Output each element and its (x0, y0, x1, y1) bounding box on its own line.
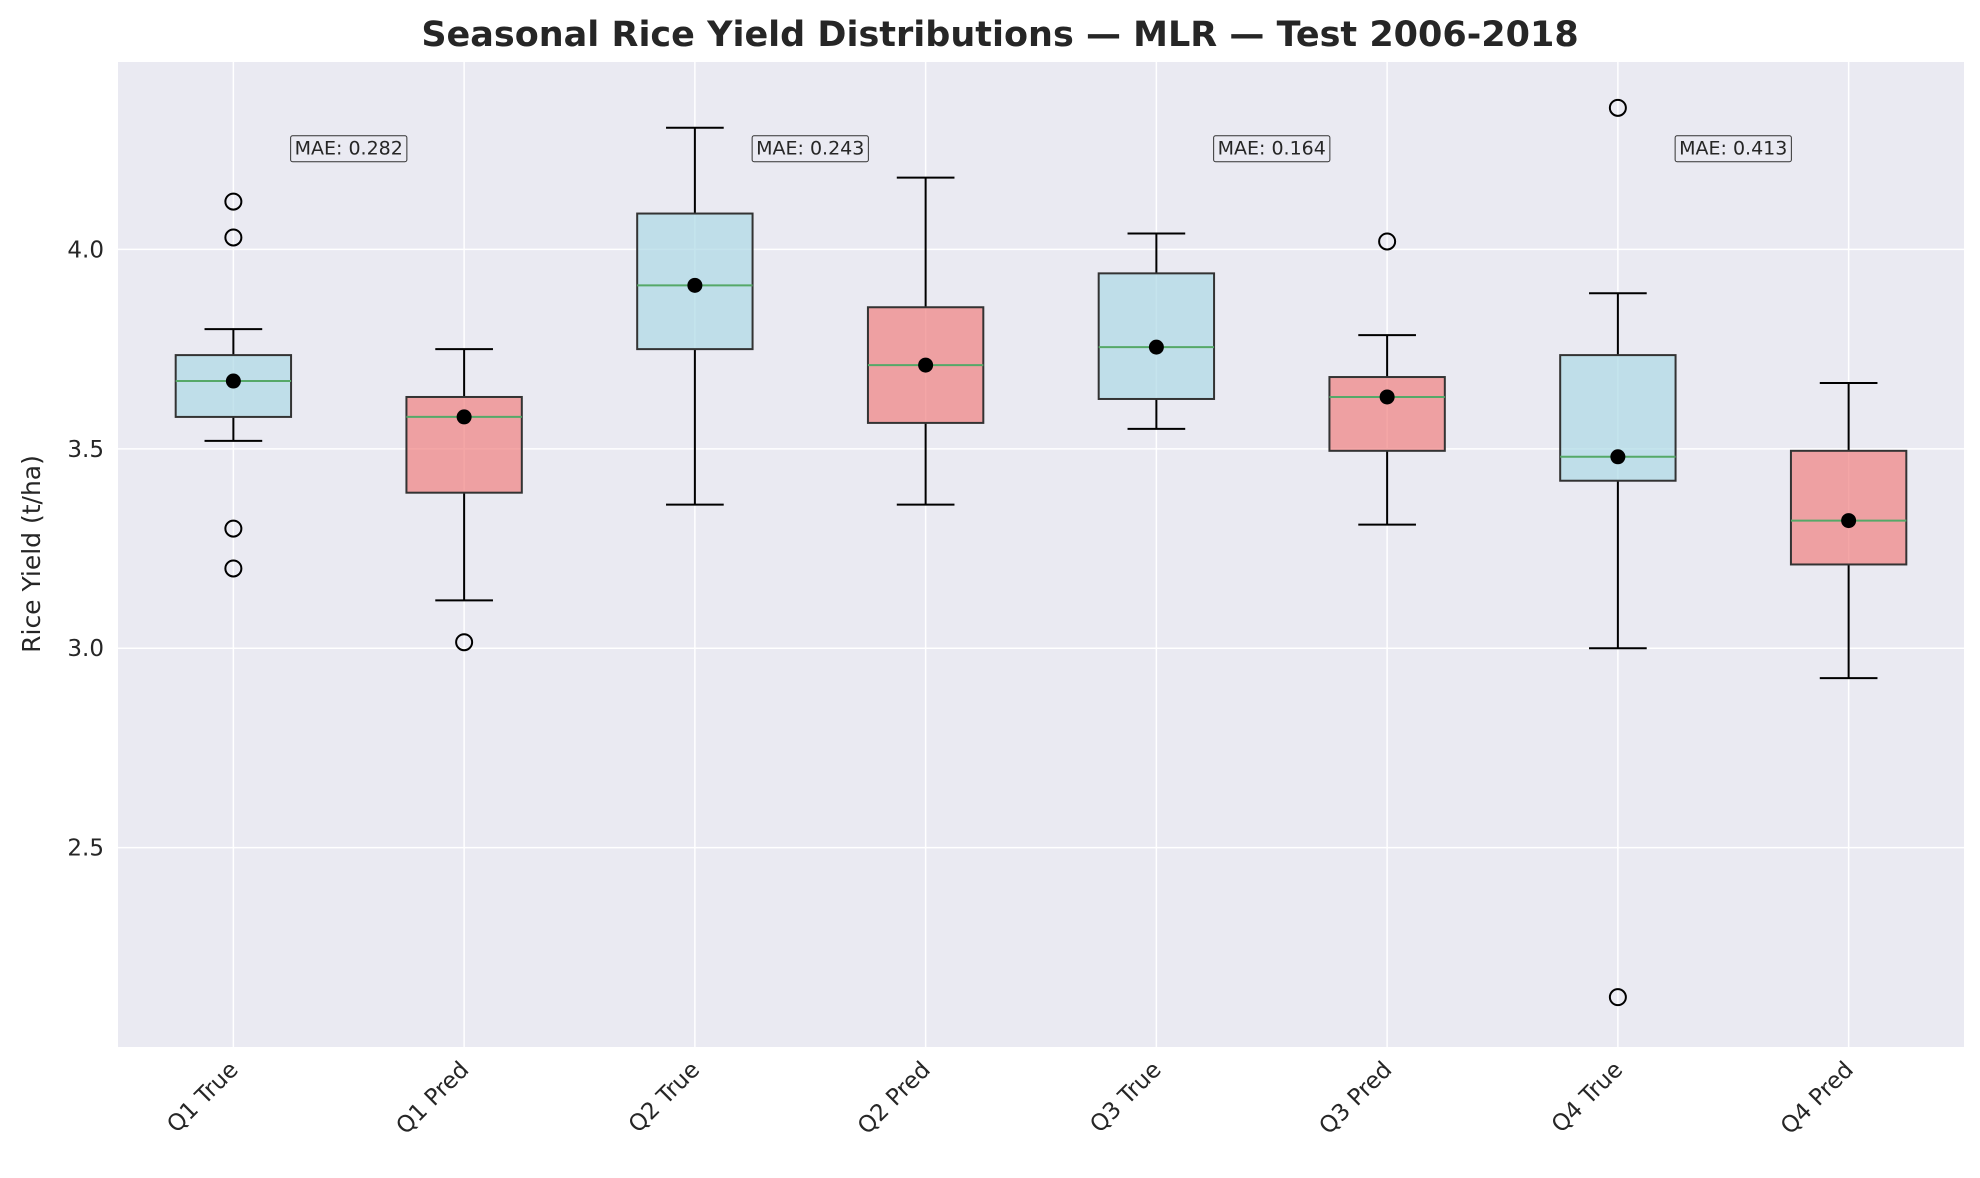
x-axis: Q1 True Q1 Pred Q2 True Q2 Pred Q3 True Q3 Pr… (162, 1057, 1859, 1140)
outlier-point (1608, 98, 1627, 117)
iqr-box (1789, 449, 1908, 566)
mean-marker (1379, 389, 1395, 405)
box-q4-true (1559, 98, 1677, 1007)
outlier-point (1378, 232, 1397, 251)
x-tick-label: Q2 Pred (853, 1057, 936, 1140)
mae-label: MAE: 0.282 (295, 138, 403, 160)
mae-box (1674, 135, 1792, 163)
mean-marker (918, 357, 934, 373)
outlier-point (224, 559, 243, 578)
mae-annotation: MAE: 0.164 (1213, 135, 1331, 163)
x-tick-label: Q3 True (1085, 1057, 1166, 1138)
mae-box (751, 135, 869, 163)
mean-marker (1148, 339, 1164, 355)
mae-box (1213, 135, 1331, 163)
y-axis: 2.5 3.0 3.5 4.0 (67, 237, 104, 861)
box-q1-true (174, 192, 293, 578)
y-tick-label: 4.0 (67, 237, 104, 263)
plot-area (118, 62, 1964, 1047)
mae-label: MAE: 0.164 (1218, 138, 1326, 160)
x-tick-label: Q3 Pred (1314, 1057, 1397, 1140)
box-q2-pred (866, 176, 985, 506)
box-q3-true (1097, 232, 1216, 430)
outlier-point (224, 228, 243, 247)
y-axis-label: Rice Yield (t/ha) (17, 455, 46, 653)
outlier-point (1608, 988, 1627, 1007)
x-tick-label: Q4 Pred (1776, 1057, 1859, 1140)
box-q1-pred (405, 348, 523, 652)
outlier-point (224, 192, 243, 211)
mae-annotation: MAE: 0.243 (751, 135, 869, 163)
box-q2-true (636, 126, 754, 506)
x-tick-label: Q1 True (162, 1057, 243, 1138)
iqr-box (1097, 272, 1216, 400)
mean-marker (1610, 449, 1626, 465)
x-tick-label: Q4 True (1547, 1057, 1628, 1138)
x-tick-label: Q2 True (624, 1057, 705, 1138)
chart-title: Seasonal Rice Yield Distributions — MLR … (421, 15, 1578, 55)
mean-marker (456, 409, 472, 425)
mae-box (290, 135, 408, 163)
mean-marker (1841, 513, 1857, 529)
box-q4-pred (1789, 382, 1908, 680)
outlier-point (455, 633, 474, 652)
mae-label: MAE: 0.413 (1679, 138, 1787, 160)
mae-annotation: MAE: 0.413 (1674, 135, 1792, 163)
annotations-layer: MAE: 0.282 MAE: 0.243 MAE: 0.164 MAE: 0.413 (290, 135, 1792, 163)
y-tick-label: 2.5 (67, 836, 104, 862)
x-tick-label: Q1 Pred (391, 1057, 474, 1140)
mae-label: MAE: 0.243 (756, 138, 864, 160)
iqr-box (1328, 376, 1446, 452)
mean-marker (687, 277, 703, 293)
mae-annotation: MAE: 0.282 (290, 135, 408, 163)
boxes-layer (174, 98, 1908, 1007)
y-tick-label: 3.0 (67, 636, 104, 662)
box-q3-pred (1328, 232, 1446, 526)
y-tick-label: 3.5 (67, 437, 104, 463)
outlier-point (224, 519, 243, 538)
mean-marker (225, 373, 241, 389)
